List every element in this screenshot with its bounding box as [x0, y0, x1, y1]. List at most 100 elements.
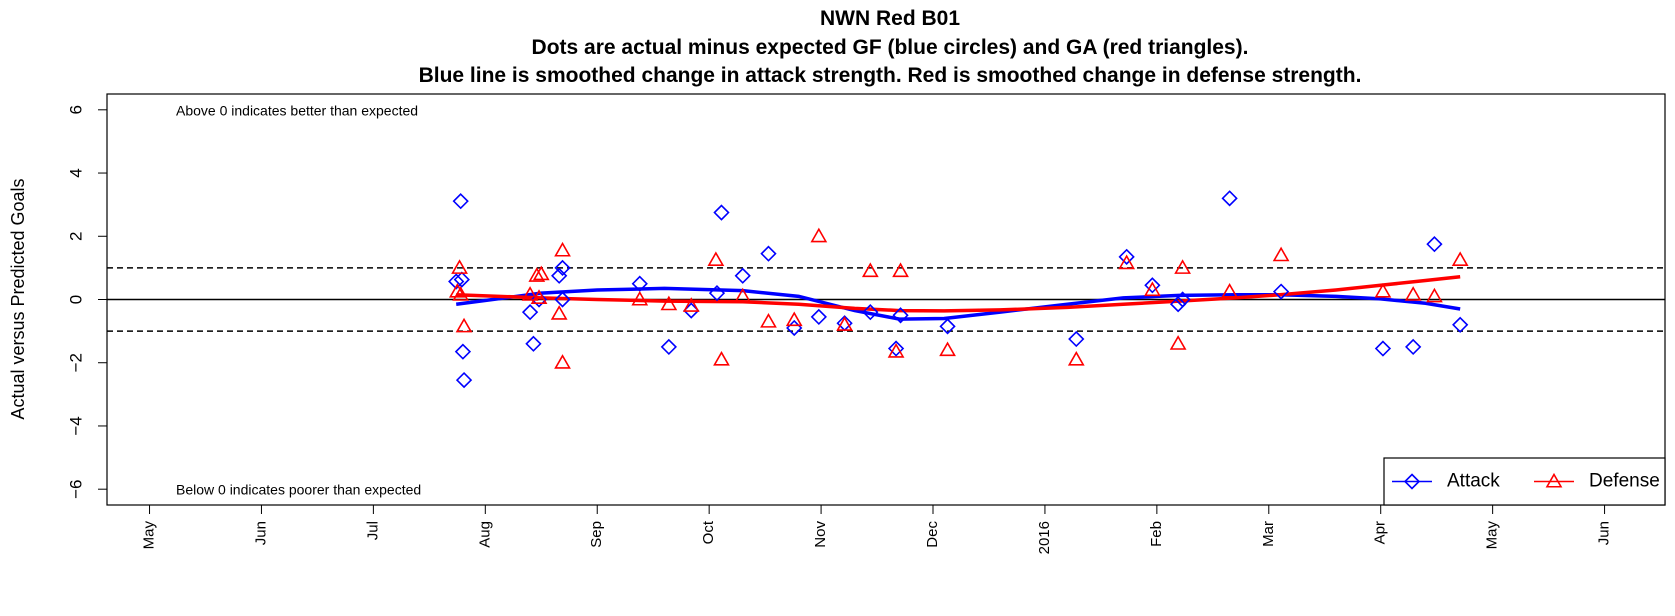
diamond-marker [1452, 316, 1469, 333]
diamond-marker [521, 304, 539, 321]
diamond-marker [713, 204, 730, 221]
triangle-marker [887, 343, 905, 358]
diamond-marker [939, 318, 956, 335]
triangle-marker [532, 265, 550, 281]
triangle-marker [452, 286, 470, 301]
diamond-marker [660, 338, 677, 356]
diamond-marker [452, 193, 469, 210]
x-tick-label: Jun [1596, 521, 1613, 545]
triangle-marker [836, 316, 853, 331]
x-tick-label: 2016 [1036, 521, 1053, 554]
diamond-marker [887, 340, 905, 357]
triangle-marker [939, 341, 956, 357]
legend: Attack Defense [1383, 457, 1666, 506]
diamond-marker [448, 273, 465, 290]
diamond-marker [1174, 291, 1191, 308]
triangle-marker [682, 297, 700, 312]
diamond-marker [631, 275, 648, 292]
x-tick-label: Apr [1372, 521, 1389, 544]
diamond-marker [1272, 283, 1290, 300]
y-tick-label: −4 [66, 416, 85, 435]
smooth-line [455, 286, 1461, 321]
x-tick-label: Sep [588, 521, 605, 548]
diamond-marker [862, 304, 879, 321]
y-tick-label: 2 [66, 232, 85, 241]
diamond-marker [810, 308, 827, 326]
triangle-marker [1426, 287, 1443, 303]
diamond-marker [1426, 236, 1443, 253]
triangle-marker [1118, 254, 1136, 270]
diamond-marker [525, 335, 542, 352]
diamond-marker [760, 245, 777, 262]
triangle-marker [1272, 246, 1290, 262]
triangle-marker [1545, 472, 1563, 488]
diamond-marker [1068, 330, 1085, 348]
diamond-marker [554, 259, 571, 277]
y-tick-label: 0 [66, 295, 85, 304]
triangle-marker [448, 282, 466, 298]
triangle-marker [554, 241, 571, 257]
triangle-marker [660, 295, 678, 311]
triangle-marker [451, 259, 468, 274]
chart-title: NWN Red B01 [820, 7, 960, 30]
y-tick-label: 4 [66, 168, 85, 177]
triangle-marker [550, 305, 568, 320]
diamond-marker [453, 271, 470, 288]
annotation: Above 0 indicates better than expected [176, 103, 418, 119]
diamond-marker [1221, 190, 1238, 207]
x-tick-label: Jun [252, 521, 269, 545]
triangle-marker [785, 311, 803, 327]
triangle-marker [521, 286, 539, 301]
triangle-marker [1374, 282, 1392, 298]
triangle-marker [1451, 251, 1469, 267]
x-tick-label: May [141, 521, 158, 550]
triangle-marker [713, 350, 730, 366]
triangle-marker [734, 287, 752, 303]
diamond-marker [1144, 277, 1161, 294]
diamond-marker [1403, 473, 1421, 490]
diamond-marker [454, 343, 472, 360]
annotation: Below 0 indicates poorer than expected [176, 482, 421, 498]
triangle-marker [1169, 335, 1187, 350]
x-tick-label: Oct [700, 520, 717, 544]
triangle-marker [861, 262, 879, 278]
triangle-marker [1221, 282, 1238, 298]
diamond-marker [1374, 340, 1392, 357]
y-tick-label: 6 [66, 105, 85, 114]
triangle-marker [455, 317, 473, 333]
x-tick-label: Mar [1260, 521, 1277, 547]
diamond-marker [554, 291, 571, 308]
x-tick-label: Dec [924, 521, 941, 548]
triangle-marker [1174, 259, 1191, 274]
triangle-marker [1067, 350, 1085, 366]
legend-label: Attack [1447, 471, 1500, 492]
x-tick-label: Feb [1148, 521, 1165, 547]
triangle-marker [528, 267, 546, 282]
chart-subtitle: Dots are actual minus expected GF (blue … [532, 36, 1249, 59]
diamond-marker [1169, 296, 1187, 313]
triangle-marker [554, 354, 571, 369]
diamond-marker [1405, 338, 1422, 356]
chart-subtitle: Blue line is smoothed change in attack s… [419, 64, 1362, 87]
x-tick-label: Jul [364, 521, 381, 540]
x-tick-label: May [1484, 521, 1501, 550]
diamond-marker [734, 267, 751, 284]
x-tick-label: Aug [476, 521, 493, 548]
legend-label: Defense [1589, 471, 1660, 492]
triangle-marker [892, 262, 909, 278]
smooth-line [456, 274, 1461, 313]
triangle-marker [760, 313, 777, 328]
diamond-marker [708, 285, 726, 302]
triangle-marker [1404, 286, 1422, 301]
y-tick-label: −6 [66, 479, 85, 498]
diamond-marker [892, 307, 909, 324]
triangle-marker [1144, 281, 1161, 297]
diamond-marker [530, 291, 548, 308]
y-tick-label: −2 [66, 353, 85, 372]
diamond-marker [1118, 248, 1135, 265]
triangle-marker [707, 251, 725, 267]
triangle-marker [810, 227, 828, 243]
y-axis-label: Actual versus Predicted Goals [8, 178, 28, 419]
